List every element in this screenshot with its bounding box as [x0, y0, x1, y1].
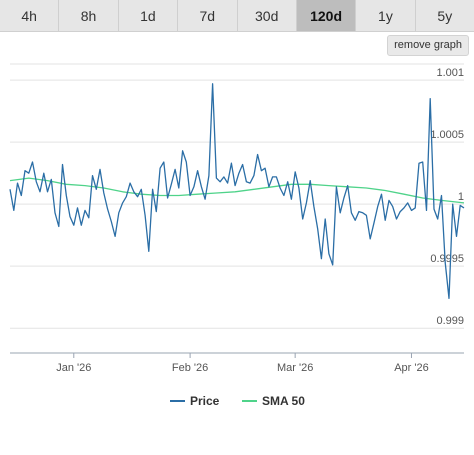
range-tab-1d[interactable]: 1d: [119, 0, 179, 31]
y-tick-label: 1.0005: [430, 129, 464, 141]
y-tick-label: 0.9995: [430, 253, 464, 265]
x-tick-label: Mar '26: [277, 362, 313, 374]
range-tab-7d[interactable]: 7d: [178, 0, 238, 31]
range-tab-1y[interactable]: 1y: [356, 0, 416, 31]
range-tab-5y[interactable]: 5y: [437, 7, 453, 24]
x-tick-label: Apr '26: [394, 362, 429, 374]
price-line: [9, 83, 465, 300]
range-tab-30d[interactable]: 30d: [238, 0, 297, 31]
range-tab-4h[interactable]: 4h: [0, 0, 60, 31]
legend-label: SMA 50: [262, 394, 305, 408]
x-tick-label: Jan '26: [56, 362, 91, 374]
x-axis-ticks: Jan '26 Feb '26 Mar '26 Apr '26: [10, 352, 464, 374]
y-tick-label: 1.001: [436, 67, 464, 79]
y-tick-label: 1: [458, 191, 464, 203]
sma-50-line: [9, 177, 465, 204]
series-layer: [9, 83, 465, 300]
y-tick-label: 0.999: [436, 315, 464, 327]
remove-graph-button[interactable]: remove graph: [387, 35, 469, 56]
y-axis-ticks: 1.001 1.0005 1 0.9995 0.999: [430, 67, 464, 327]
range-tabs: 4h 8h 1d 7d 30d 120d 1y 5y: [0, 0, 474, 32]
legend: Price SMA 50: [170, 394, 305, 408]
legend-item-price[interactable]: Price: [170, 394, 220, 408]
grid: [10, 63, 464, 329]
range-tab-120d[interactable]: 120d: [296, 0, 357, 31]
legend-item-sma-50[interactable]: SMA 50: [242, 394, 305, 408]
legend-label: Price: [190, 394, 220, 408]
x-tick-label: Feb '26: [172, 362, 208, 374]
range-tab-8h[interactable]: 8h: [59, 0, 119, 31]
